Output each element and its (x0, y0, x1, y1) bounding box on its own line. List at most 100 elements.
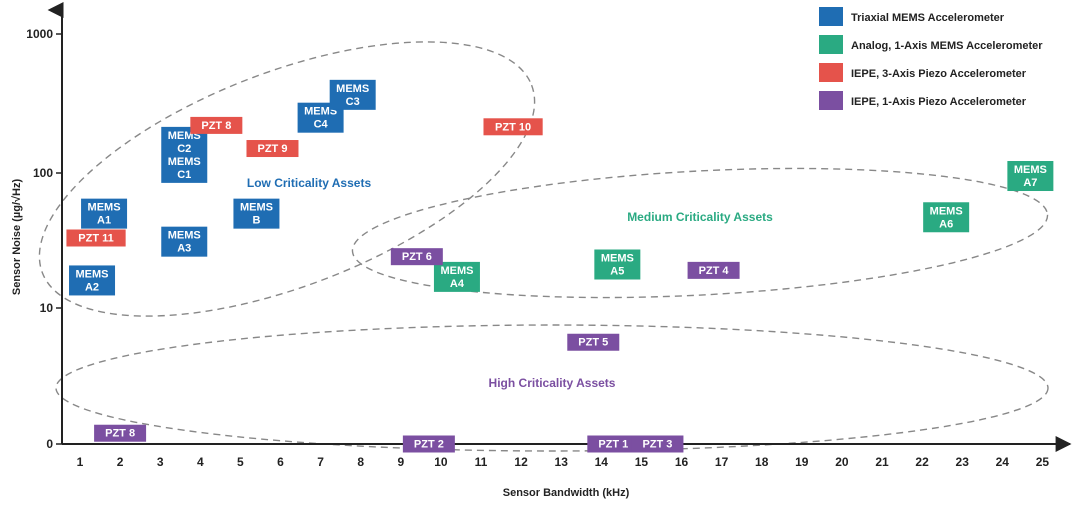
sensor-point: PZT 11 (66, 229, 126, 247)
sensor-point-box (402, 435, 455, 453)
x-tick-label: 12 (514, 455, 528, 469)
sensor-point-box (161, 126, 208, 183)
x-tick-label: 6 (277, 455, 284, 469)
sensor-point-box (923, 202, 970, 233)
legend-label: IEPE, 3-Axis Piezo Accelerometer (851, 68, 1027, 80)
x-tick-label: 7 (317, 455, 324, 469)
sensor-point-label: MEMS (76, 268, 109, 280)
y-axis-title: Sensor Noise (µg/√Hz) (11, 179, 23, 296)
sensor-point-label: B (252, 215, 260, 227)
sensor-points: MEMSA1MEMSA2MEMSA3MEMSBMEMSC2MEMSC1MEMSC… (66, 79, 1054, 453)
sensor-point: PZT 9 (246, 140, 299, 158)
sensor-point: PZT 1 (587, 435, 640, 453)
legend-label: IEPE, 1-Axis Piezo Accelerometer (851, 96, 1027, 108)
x-tick-label: 15 (635, 455, 649, 469)
sensor-point-label: MEMS (440, 265, 473, 277)
x-tick-label: 8 (357, 455, 364, 469)
legend-swatch (819, 91, 843, 110)
y-tick-label: 100 (33, 166, 53, 180)
sensor-point-box (66, 229, 126, 247)
x-tick-label: 16 (675, 455, 689, 469)
sensor-point-label: PZT 6 (402, 251, 432, 263)
x-tick-label: 10 (434, 455, 448, 469)
region-label: Low Criticality Assets (247, 176, 372, 190)
sensor-point-label: PZT 10 (495, 121, 531, 133)
x-tick-label: 25 (1036, 455, 1050, 469)
sensor-point-label: C2 (177, 143, 191, 155)
sensor-point-box (81, 198, 128, 229)
legend: Triaxial MEMS Accelerometer Analog, 1-Axi… (819, 7, 1043, 110)
sensor-point-box (94, 424, 147, 442)
sensor-point-box (390, 248, 443, 266)
region-label: Medium Criticality Assets (627, 210, 773, 224)
sensor-point-label: MEMS (240, 202, 273, 214)
x-tick-label: 20 (835, 455, 849, 469)
sensor-point-label: MEMS (1014, 164, 1047, 176)
criticality-region-outline (55, 324, 1049, 452)
x-tick-label: 24 (996, 455, 1010, 469)
sensor-point-box (631, 435, 684, 453)
x-tick-label: 3 (157, 455, 164, 469)
x-tick-label: 18 (755, 455, 769, 469)
sensor-point-label: MEMS (304, 106, 337, 118)
sensor-point-box (69, 265, 116, 296)
x-axis-ticks: 1 2 3 4 5 6 7 8 9 10 11 12 13 14 15 16 17 18 19 20 21 22 23 24 2… (77, 455, 1050, 469)
y-tick-label: 1000 (26, 27, 53, 41)
x-axis-title: Sensor Bandwidth (kHz) (503, 487, 630, 499)
sensor-point-box (161, 226, 208, 257)
sensor-point-box (246, 140, 299, 158)
region-label: High Criticality Assets (489, 376, 616, 390)
sensor-point-box (594, 249, 641, 280)
criticality-region-outline (38, 41, 536, 317)
legend-swatch (819, 63, 843, 82)
sensor-point-label: MEMS (168, 230, 201, 242)
x-tick-label: 4 (197, 455, 204, 469)
y-axis-ticks: 0 10 100 1000 (26, 27, 62, 451)
sensor-point-label: PZT 3 (642, 439, 672, 451)
y-tick-label: 0 (46, 437, 53, 451)
legend-label: Triaxial MEMS Accelerometer (851, 12, 1005, 24)
sensor-point-label: PZT 1 (598, 439, 628, 451)
sensor-point-label: C4 (314, 119, 329, 131)
x-tick-label: 23 (956, 455, 970, 469)
sensor-point-box (483, 118, 543, 136)
sensor-point-label: A5 (610, 266, 624, 278)
x-tick-label: 17 (715, 455, 729, 469)
sensor-point-label: MEMS (88, 202, 121, 214)
sensor-point-label: A7 (1023, 177, 1037, 189)
sensor-point-label: A3 (177, 243, 191, 255)
legend-label: Analog, 1-Axis MEMS Accelerometer (851, 40, 1043, 52)
sensor-point: PZT 2 (402, 435, 455, 453)
sensor-point-box (587, 435, 640, 453)
x-tick-label: 5 (237, 455, 244, 469)
x-tick-label: 19 (795, 455, 809, 469)
x-tick-label: 22 (915, 455, 929, 469)
sensor-point: PZT 8 (190, 116, 243, 134)
sensor-point-box (233, 198, 280, 229)
sensor-point-label: PZT 9 (258, 143, 288, 155)
sensor-point-box (687, 261, 740, 279)
criticality-regions (38, 41, 1049, 452)
sensor-point-label: A1 (97, 215, 111, 227)
sensor-point-label: A4 (450, 278, 465, 290)
sensor-point: PZT 10 (483, 118, 543, 136)
sensor-point-label: PZT 8 (105, 428, 135, 440)
x-tick-label: 13 (555, 455, 569, 469)
sensor-point-label: PZT 4 (699, 265, 730, 277)
sensor-point-label: MEMS (930, 205, 963, 217)
sensor-point-label: MEMS (601, 253, 634, 265)
sensor-point: PZT 4 (687, 261, 740, 279)
sensor-point: PZT 8 (94, 424, 147, 442)
sensor-point-box (329, 79, 376, 110)
sensor-point-label: A2 (85, 281, 99, 293)
